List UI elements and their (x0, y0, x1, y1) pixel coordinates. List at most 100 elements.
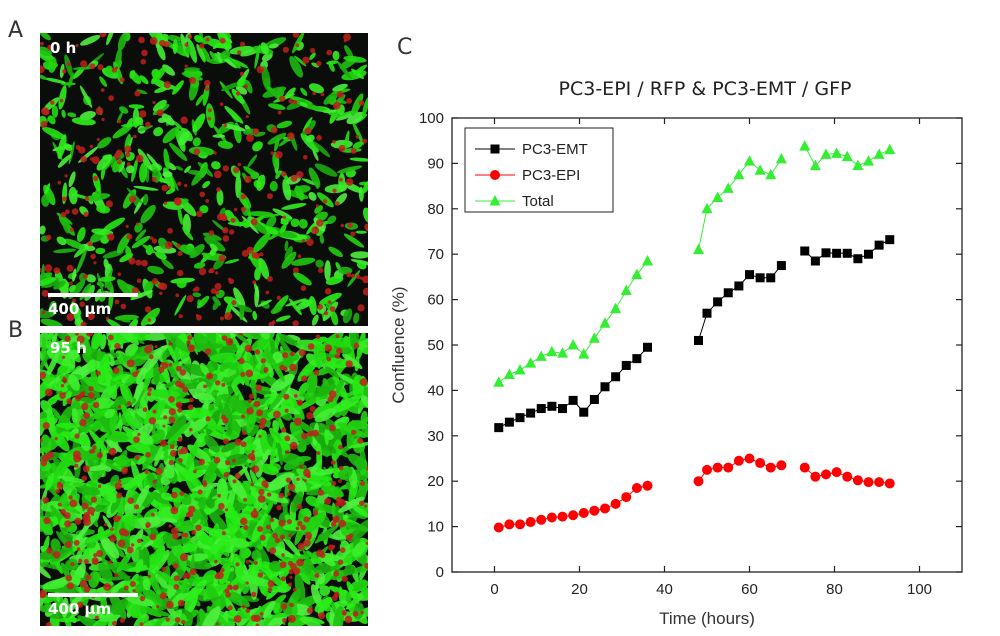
data-point (755, 273, 765, 283)
cell-texture (40, 33, 368, 326)
data-point (493, 376, 505, 387)
data-point (841, 150, 853, 162)
data-point (578, 348, 590, 359)
y-tick-label: 50 (427, 337, 444, 354)
data-point (713, 297, 723, 307)
data-point (631, 268, 643, 280)
scale-bar-label: 400 µm (48, 600, 112, 618)
data-point (515, 519, 525, 530)
data-point (776, 460, 787, 471)
data-point (744, 155, 755, 166)
data-point (800, 246, 810, 256)
data-point (821, 469, 831, 480)
y-tick-label: 90 (427, 155, 444, 172)
micrograph-0h: 0 h 400 µm (40, 33, 368, 326)
data-point (799, 462, 810, 473)
data-point (525, 357, 537, 368)
data-point (842, 471, 853, 482)
data-point (526, 408, 536, 418)
data-point (557, 347, 568, 358)
data-point (599, 317, 611, 328)
legend-marker (490, 144, 500, 154)
data-point (884, 478, 895, 489)
data-point (611, 372, 621, 382)
scale-bar-line (48, 593, 138, 597)
data-point (546, 345, 558, 357)
x-axis-label: Time (hours) (659, 609, 755, 628)
micrograph-0h-cells (40, 33, 368, 326)
x-tick-label: 80 (826, 581, 843, 598)
y-tick-label: 20 (427, 473, 444, 490)
data-point (693, 243, 704, 255)
y-tick-label: 60 (427, 292, 444, 309)
data-point (766, 273, 776, 283)
data-point (745, 270, 754, 280)
y-tick-label: 70 (427, 246, 444, 263)
data-point (832, 248, 842, 258)
panel-a-letter: A (8, 18, 24, 43)
data-point (863, 477, 874, 488)
x-tick-label: 0 (490, 581, 498, 598)
panel-b-letter: B (8, 318, 24, 343)
data-point (755, 458, 766, 469)
data-point (723, 462, 734, 473)
x-tick-label: 20 (571, 581, 588, 598)
chart-title: PC3-EPI / RFP & PC3-EMT / GFP (558, 78, 852, 100)
data-point (810, 256, 820, 266)
x-tick-label: 100 (907, 581, 932, 598)
data-point (765, 168, 777, 180)
data-point (873, 148, 885, 159)
data-point (504, 417, 514, 427)
data-point (799, 140, 811, 151)
legend-entry: Total (522, 193, 554, 210)
data-point (621, 492, 632, 503)
series-pc3-emt (494, 235, 895, 433)
data-point (514, 363, 526, 375)
data-point (702, 308, 712, 318)
data-point (810, 471, 821, 482)
data-point (546, 512, 557, 523)
data-point (568, 510, 579, 521)
y-tick-label: 10 (427, 519, 444, 536)
data-point (642, 255, 653, 266)
y-tick-label: 80 (427, 201, 444, 218)
data-point (820, 148, 832, 159)
y-tick-label: 40 (427, 382, 444, 399)
data-point (863, 155, 874, 166)
micrograph-0h-scale-bar: 400 µm (48, 293, 148, 318)
x-tick-label: 40 (656, 581, 673, 598)
legend-marker (490, 170, 500, 180)
series-pc3-epi (493, 453, 895, 533)
data-point (557, 511, 568, 522)
data-point (852, 475, 863, 486)
scale-bar-line (48, 293, 138, 297)
y-tick-label: 30 (427, 428, 444, 445)
data-point (831, 147, 843, 158)
data-point (809, 159, 821, 171)
data-point (775, 152, 787, 164)
legend-entry: PC3-EPI (522, 167, 580, 184)
data-point (693, 476, 704, 487)
data-point (536, 404, 546, 414)
data-point (494, 423, 504, 433)
data-point (712, 462, 723, 473)
data-point (754, 164, 766, 175)
data-point (567, 339, 579, 350)
y-axis-label: Confluence (%) (389, 286, 408, 403)
micrograph-95h: 95 h 400 µm (40, 333, 368, 626)
data-point (588, 332, 600, 343)
legend-marker (489, 195, 501, 206)
data-point (631, 483, 642, 494)
y-tick-label: 100 (419, 110, 444, 127)
data-point (515, 413, 525, 423)
data-point (864, 249, 873, 259)
data-point (884, 143, 896, 155)
x-tick-label: 60 (741, 581, 758, 598)
data-point (821, 248, 831, 258)
data-point (853, 254, 863, 264)
data-point (525, 517, 536, 528)
data-point (642, 480, 653, 491)
legend-box (464, 127, 614, 213)
data-point (558, 404, 567, 414)
data-point (536, 514, 547, 525)
